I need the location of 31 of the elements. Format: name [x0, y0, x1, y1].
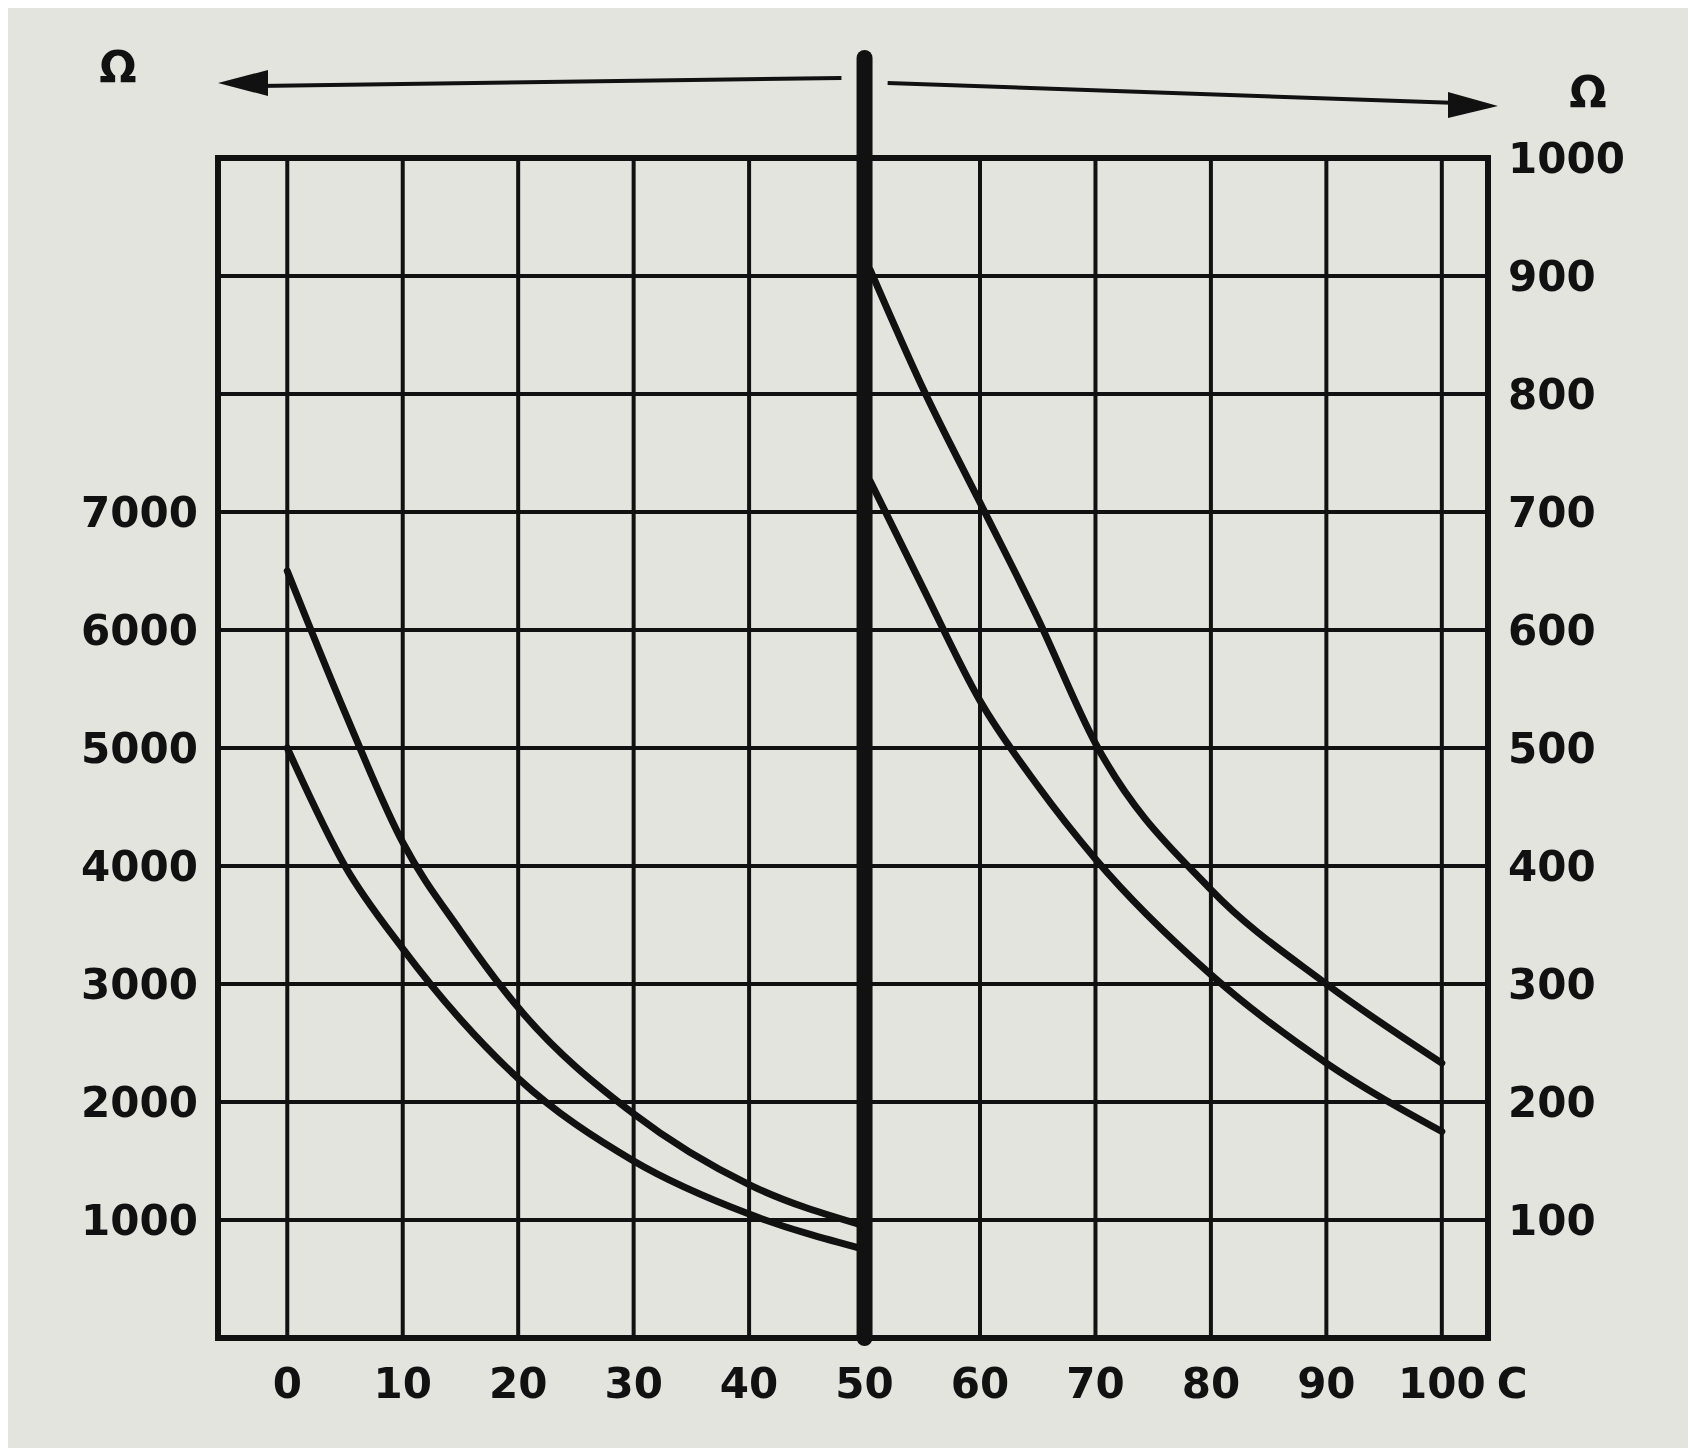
x-tick-label: 70	[1066, 1359, 1125, 1408]
y-axis-title: Ω	[99, 42, 137, 93]
y2-tick-label: 700	[1508, 488, 1596, 537]
y2-tick-label: 900	[1508, 252, 1596, 301]
y2-tick-label: 1000	[1508, 134, 1625, 183]
x-tick-label: 60	[950, 1359, 1010, 1408]
y-tick-label: 5000	[81, 724, 198, 773]
y-tick-label: 6000	[81, 606, 198, 655]
x-tick-label: 30	[604, 1359, 663, 1408]
y2-tick-label: 200	[1508, 1078, 1596, 1127]
x-tick-label: 40	[719, 1359, 779, 1408]
x-tick-label: 90	[1297, 1359, 1356, 1408]
y-tick-label: 2000	[81, 1078, 198, 1127]
x-axis-title: C	[1496, 1359, 1528, 1408]
y2-tick-label: 400	[1508, 842, 1596, 891]
y2-tick-label: 300	[1508, 960, 1596, 1009]
y-tick-label: 1000	[81, 1196, 198, 1245]
y-tick-label: 4000	[81, 842, 198, 891]
y2-tick-label: 100	[1508, 1196, 1596, 1245]
y2-tick-label: 500	[1508, 724, 1596, 773]
y-tick-label: 7000	[81, 488, 198, 537]
y2-axis-title: Ω	[1569, 67, 1607, 118]
y-tick-label: 3000	[81, 960, 198, 1009]
x-tick-label: 0	[272, 1359, 302, 1408]
x-tick-label: 20	[488, 1359, 548, 1408]
x-tick-label: 100	[1397, 1359, 1486, 1408]
y2-tick-label: 600	[1508, 606, 1596, 655]
x-tick-label: 80	[1181, 1359, 1241, 1408]
x-tick-label: 10	[373, 1359, 432, 1408]
y2-tick-label: 800	[1508, 370, 1596, 419]
x-tick-label: 50	[835, 1359, 894, 1408]
